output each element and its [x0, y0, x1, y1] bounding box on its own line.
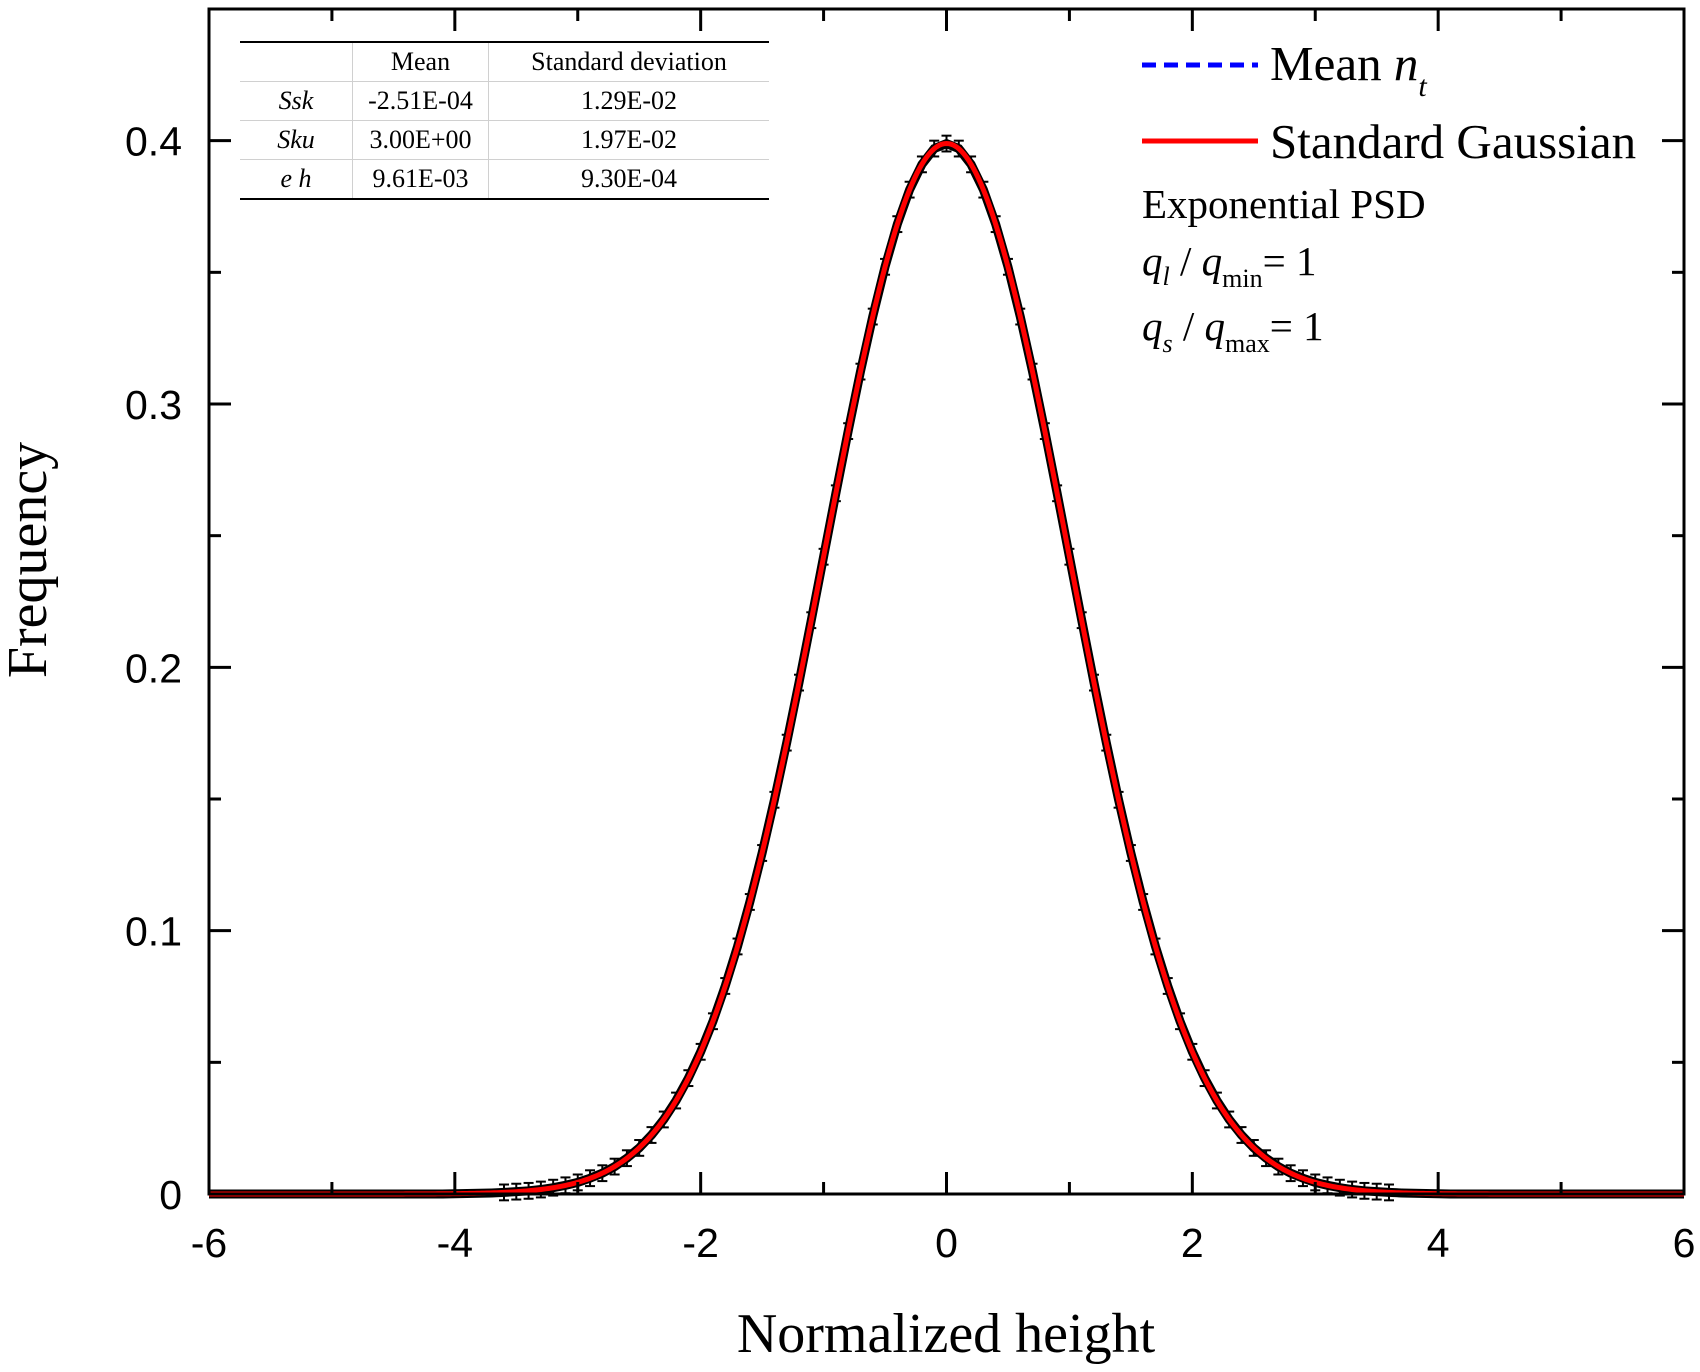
- plot-marks: [209, 134, 1684, 1202]
- y-tick-label: 0.2: [125, 645, 182, 691]
- mean-cell: -2.51E-04: [352, 81, 489, 121]
- x-axis-title: Normalized height: [737, 1303, 1156, 1365]
- mean-nt-line: [209, 138, 1684, 1199]
- y-axis-title: Frequency: [0, 442, 59, 678]
- x-tick-label: -4: [437, 1220, 473, 1266]
- row-label: Ssk: [240, 81, 353, 121]
- x-tick-label: 4: [1427, 1220, 1450, 1266]
- x-tick-label: -2: [682, 1220, 718, 1266]
- y-tick-label: 0.1: [125, 909, 182, 955]
- table-header-cell: Mean: [352, 41, 489, 82]
- x-tick-label: 6: [1673, 1220, 1696, 1266]
- row-label: e h: [240, 159, 353, 200]
- mean-cell: 3.00E+00: [352, 120, 489, 160]
- table-row: Ssk -2.51E-04 1.29E-02: [240, 81, 769, 121]
- mean-cell: 9.61E-03: [352, 159, 489, 200]
- legend: Mean nt Standard Gaussian Exponential PS…: [1142, 36, 1636, 358]
- annotation-ratio-ql: ql / qmin= 1: [1142, 238, 1316, 293]
- legend-mean-label: Mean nt: [1270, 36, 1427, 103]
- y-tick-label: 0: [159, 1172, 182, 1218]
- x-tick-label: 2: [1181, 1220, 1204, 1266]
- x-tick-label: -6: [191, 1220, 227, 1266]
- table-header-cell: [240, 41, 353, 82]
- statistics-table: Mean Standard deviation Ssk -2.51E-04 1.…: [240, 41, 769, 200]
- axis-ticks: -6 -4 -2 0 2 4 6 0 0.1 0.2 0.3 0.4: [125, 7, 1696, 1266]
- annotation-psd: Exponential PSD: [1142, 181, 1426, 227]
- x-tick-label: 0: [935, 1220, 958, 1266]
- legend-gaussian-label: Standard Gaussian: [1270, 114, 1636, 169]
- annotation-ratio-qs: qs / qmax= 1: [1142, 303, 1324, 358]
- std-cell: 9.30E-04: [488, 159, 769, 200]
- std-cell: 1.29E-02: [488, 81, 769, 121]
- table-row: Sku 3.00E+00 1.97E-02: [240, 120, 769, 160]
- std-cell: 1.97E-02: [488, 120, 769, 160]
- table-header-cell: Standard deviation: [488, 41, 769, 82]
- table-row: e h 9.61E-03 9.30E-04: [240, 159, 769, 200]
- y-tick-label: 0.3: [125, 382, 182, 428]
- y-tick-label: 0.4: [125, 119, 182, 165]
- row-label: Sku: [240, 120, 353, 160]
- standard-gaussian-line: [209, 140, 1684, 1197]
- table-header-row: Mean Standard deviation: [240, 41, 769, 82]
